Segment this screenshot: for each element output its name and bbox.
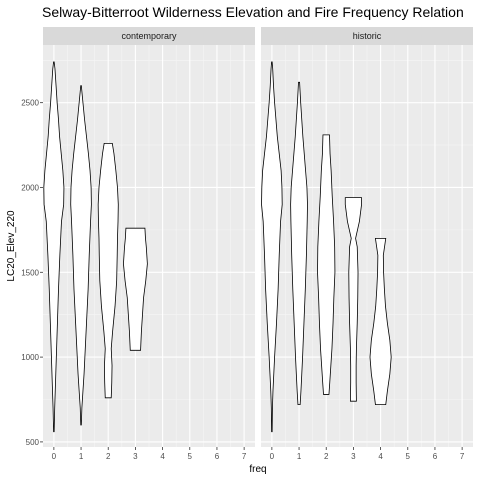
x-tick-label: 4 [378, 452, 383, 461]
x-tick-label: 5 [188, 452, 193, 461]
facet-historic: historic [261, 27, 473, 447]
x-tick-label: 1 [79, 452, 84, 461]
y-axis: 500 1000 1500 2000 2500 [21, 99, 43, 447]
violin-historic-freq-0 [261, 61, 283, 433]
facet-contemporary: contemporary [43, 27, 255, 447]
x-tick-label: 5 [406, 452, 411, 461]
x-tick-label: 7 [242, 452, 247, 461]
x-tick-label: 6 [433, 452, 438, 461]
violin-historic-freq-3 [344, 197, 362, 402]
chart-title: Selway-Bitterroot Wilderness Elevation a… [42, 4, 464, 20]
x-tick-label: 3 [133, 452, 138, 461]
y-axis-label: LC20_Elev_220 [6, 210, 17, 282]
violin-contemporary-freq-0 [43, 61, 65, 433]
violin-contemporary-freq-2 [97, 142, 119, 399]
strip-label-historic: historic [353, 31, 382, 41]
strip-background-historic [261, 27, 473, 45]
x-tick-label: 4 [160, 452, 165, 461]
strip-background-contemporary [43, 27, 255, 45]
x-tick-label: 1 [297, 452, 302, 461]
y-tick-label: 2000 [21, 183, 39, 192]
x-tick-label: 7 [460, 452, 465, 461]
violin-historic-freq-2 [317, 134, 336, 395]
violin-contemporary-freq-1 [70, 85, 92, 426]
y-tick-label: 500 [26, 438, 40, 447]
y-tick-label: 1000 [21, 353, 39, 362]
violins-historic [261, 61, 392, 433]
violin-historic-freq-4 [369, 237, 392, 405]
y-tick-label: 2500 [21, 99, 39, 108]
violin-historic-freq-1 [290, 81, 308, 405]
x-tick-label: 0 [270, 452, 275, 461]
x-tick-label: 0 [52, 452, 57, 461]
x-tick-label: 6 [215, 452, 220, 461]
x-tick-label: 2 [106, 452, 111, 461]
violin-contemporary-freq-3 [123, 227, 148, 351]
y-tick-label: 1500 [21, 268, 39, 277]
x-axis-historic: 0 1 2 3 4 5 6 7 [270, 447, 465, 461]
x-axis-contemporary: 0 1 2 3 4 5 6 7 [52, 447, 247, 461]
strip-label-contemporary: contemporary [121, 31, 177, 41]
x-axis-label: freq [249, 464, 266, 475]
x-tick-label: 2 [324, 452, 329, 461]
x-tick-label: 3 [351, 452, 356, 461]
violins-contemporary [43, 61, 148, 433]
